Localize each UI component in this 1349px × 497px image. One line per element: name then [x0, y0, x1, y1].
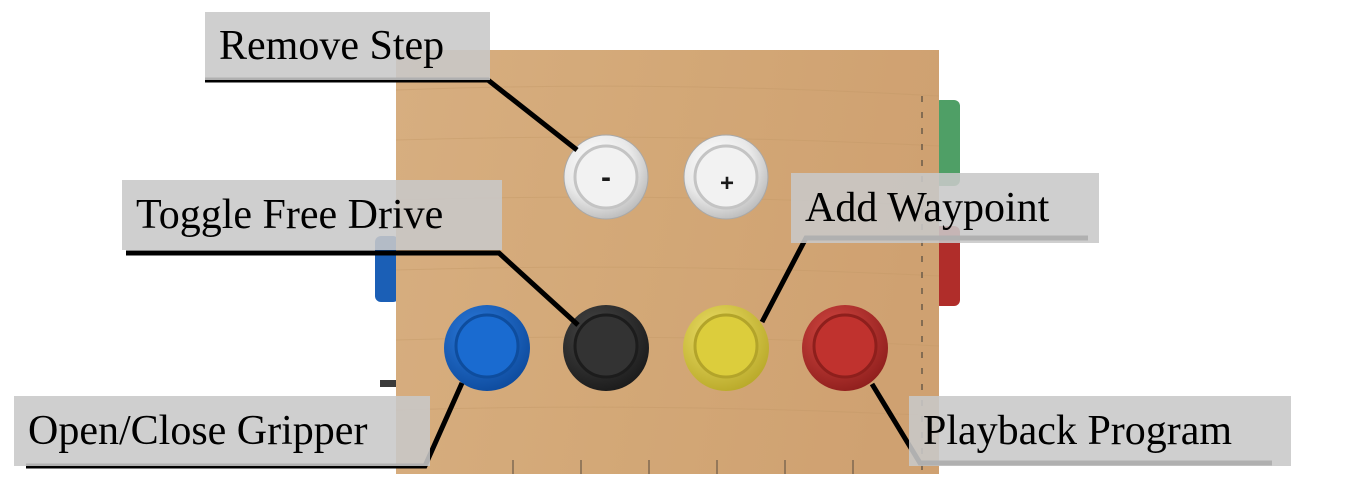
- blue-gripper-button[interactable]: [444, 305, 530, 391]
- wooden-board: [396, 50, 939, 474]
- label-remove-step: Remove Step: [205, 12, 490, 80]
- plus-button-icon: +: [720, 170, 734, 197]
- minus-button-icon: -: [601, 161, 611, 194]
- board-bottom-ticks: [512, 460, 854, 474]
- label-add-waypoint: Add Waypoint: [791, 173, 1099, 243]
- leader-toggle-free-drive: [126, 250, 580, 327]
- right-side-green-button: [934, 100, 960, 186]
- red-playback-button[interactable]: [802, 305, 888, 391]
- label-playback-program: Playback Program: [909, 396, 1291, 466]
- left-side-cable-stub: [380, 380, 400, 387]
- label-toggle-free-drive: Toggle Free Drive: [122, 180, 502, 250]
- leader-open-close-gripper: [26, 381, 465, 469]
- right-side-red-button: [934, 226, 960, 306]
- label-open-close-gripper: Open/Close Gripper: [14, 396, 430, 466]
- black-free-drive-button[interactable]: [563, 305, 649, 391]
- plus-button[interactable]: +: [683, 134, 769, 220]
- leader-remove-step: [205, 77, 579, 152]
- yellow-waypoint-button[interactable]: [683, 305, 769, 391]
- minus-button[interactable]: -: [563, 134, 649, 220]
